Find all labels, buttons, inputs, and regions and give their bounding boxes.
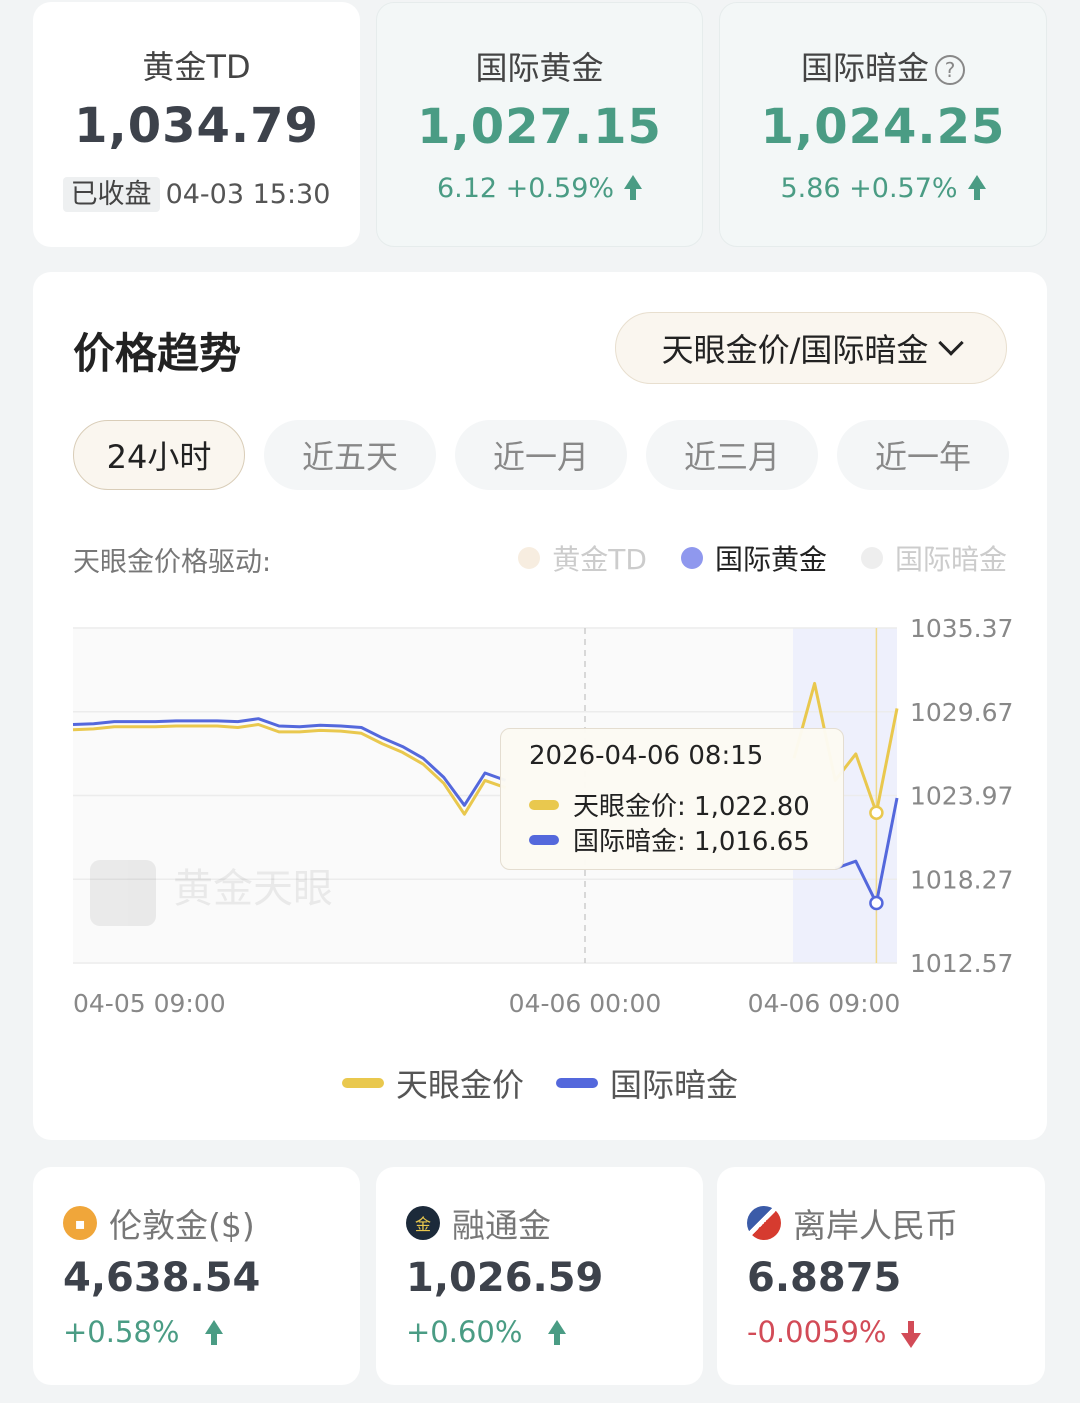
y-tick-label: 1029.67 bbox=[910, 698, 1013, 727]
y-tick-label: 1035.37 bbox=[910, 614, 1013, 643]
card-title: 离岸人民币 bbox=[793, 1206, 958, 1245]
section-title: 价格趋势 bbox=[73, 329, 242, 378]
card-change: 6.12 +0.59% bbox=[436, 173, 615, 204]
legend-item[interactable]: 天眼金价 bbox=[341, 1060, 524, 1106]
card-title: 伦敦金($) bbox=[109, 1206, 255, 1245]
offshore-rmb-card[interactable]: 离岸人民币 6.8875 -0.0059% bbox=[717, 1167, 1045, 1385]
price-chart[interactable]: 1035.37 1029.67 1023.97 1018.27 1012.57 04-05… bbox=[33, 272, 1047, 1032]
arrow-up-icon bbox=[548, 1320, 567, 1345]
driver-text: 黄金TD bbox=[552, 543, 647, 576]
dropdown-value: 天眼金价/国际暗金 bbox=[661, 331, 929, 369]
y-tick-label: 1023.97 bbox=[910, 782, 1013, 811]
card-change: +0.60% bbox=[406, 1315, 523, 1349]
card-value: 6.8875 bbox=[747, 1255, 902, 1301]
swatch-icon bbox=[529, 799, 559, 810]
intl-dark-gold-card[interactable]: 国际暗金? 1,024.25 5.86 +0.57% bbox=[719, 2, 1047, 247]
series-dropdown[interactable]: 天眼金价/国际暗金 bbox=[615, 312, 1007, 384]
arrow-up-icon bbox=[205, 1320, 224, 1345]
card-value: 4,638.54 bbox=[63, 1255, 261, 1301]
y-tick-label: 1012.57 bbox=[910, 949, 1013, 978]
card-change: -0.0059% bbox=[747, 1315, 887, 1349]
x-tick-label: 04-05 09:00 bbox=[73, 989, 226, 1018]
legend-label: 国际暗金 bbox=[610, 1066, 739, 1104]
us-cn-flag-icon bbox=[747, 1206, 781, 1240]
tab-1y[interactable]: 近一年 bbox=[837, 420, 1009, 490]
driver-label: 天眼金价格驱动: bbox=[73, 547, 272, 578]
rongtong-logo-icon: 金 bbox=[406, 1206, 440, 1240]
chart-legend: 天眼金价 国际暗金 bbox=[33, 1060, 1047, 1106]
x-tick-label: 04-06 09:00 bbox=[748, 989, 901, 1018]
card-value: 1,024.25 bbox=[760, 99, 1006, 155]
london-gold-card[interactable]: ▪ 伦敦金($) 4,638.54 +0.58% bbox=[33, 1167, 360, 1385]
watermark-logo: 黄金天眼 bbox=[90, 860, 333, 926]
driver-text: 国际暗金 bbox=[894, 543, 1007, 576]
intl-gold-card[interactable]: 国际黄金 1,027.15 6.12 +0.59% bbox=[376, 2, 703, 247]
tooltip-title: 2026-04-06 08:15 bbox=[529, 741, 764, 771]
series-line bbox=[72, 717, 899, 905]
tab-5d[interactable]: 近五天 bbox=[264, 420, 436, 490]
rongtong-gold-card[interactable]: 金融通金 1,026.59 +0.60% bbox=[376, 1167, 703, 1385]
chart-tooltip: 2026-04-06 08:15 天眼金价: 1,022.80 国际暗金: 1,… bbox=[500, 728, 844, 870]
tab-1m[interactable]: 近一月 bbox=[455, 420, 627, 490]
driver-intl-dark-gold[interactable]: 国际暗金 bbox=[860, 538, 1007, 578]
tab-24h[interactable]: 24小时 bbox=[73, 420, 245, 490]
timestamp: 04-03 15:30 bbox=[165, 179, 331, 210]
dot-icon bbox=[680, 547, 703, 569]
svg-text:黄金天眼: 黄金天眼 bbox=[173, 866, 333, 912]
card-title: 国际暗金 bbox=[800, 49, 929, 87]
legend-swatch bbox=[341, 1078, 384, 1088]
highlight-point bbox=[869, 895, 884, 911]
tooltip-row: 国际暗金: 1,016.65 bbox=[573, 827, 810, 857]
card-change: 5.86 +0.57% bbox=[780, 173, 958, 204]
dot-icon bbox=[860, 547, 883, 569]
arrow-up-icon bbox=[624, 175, 643, 200]
arrow-down-icon bbox=[900, 1321, 921, 1348]
legend-label: 天眼金价 bbox=[395, 1066, 524, 1104]
price-trend-panel: 价格趋势 天眼金价/国际暗金 24小时 近五天 近一月 近三月 近一年 天眼金价… bbox=[33, 272, 1047, 1140]
gold-td-card[interactable]: 黄金TD 1,034.79 已收盘 04-03 15:30 bbox=[33, 2, 360, 247]
card-value: 1,027.15 bbox=[417, 99, 662, 155]
driver-gold-td[interactable]: 黄金TD bbox=[518, 538, 647, 578]
range-tabs: 24小时 近五天 近一月 近三月 近一年 bbox=[73, 420, 1009, 490]
card-value: 1,026.59 bbox=[406, 1255, 604, 1301]
legend-swatch bbox=[556, 1078, 598, 1088]
series-line bbox=[72, 681, 899, 816]
card-title: 黄金TD bbox=[142, 48, 251, 86]
gold-bar-icon: ▪ bbox=[63, 1206, 97, 1240]
driver-intl-gold[interactable]: 国际黄金 bbox=[680, 538, 827, 578]
driver-text: 国际黄金 bbox=[714, 543, 827, 576]
dot-icon bbox=[518, 547, 541, 569]
swatch-icon bbox=[529, 834, 559, 845]
card-value: 1,034.79 bbox=[74, 98, 319, 154]
tab-3m[interactable]: 近三月 bbox=[646, 420, 818, 490]
driver-selector: 黄金TD 国际黄金 国际暗金 bbox=[518, 538, 1007, 578]
legend-item[interactable]: 国际暗金 bbox=[556, 1060, 738, 1106]
help-icon[interactable]: ? bbox=[935, 55, 965, 85]
status-badge: 已收盘 bbox=[62, 177, 160, 212]
y-tick-label: 1018.27 bbox=[910, 865, 1013, 894]
card-title: 融通金 bbox=[452, 1206, 551, 1245]
card-change: +0.58% bbox=[63, 1315, 180, 1349]
arrow-up-icon bbox=[967, 175, 986, 200]
card-title: 国际黄金 bbox=[475, 49, 604, 87]
tooltip-row: 天眼金价: 1,022.80 bbox=[573, 792, 810, 822]
x-tick-label: 04-06 00:00 bbox=[509, 989, 662, 1018]
highlight-point bbox=[869, 805, 884, 820]
